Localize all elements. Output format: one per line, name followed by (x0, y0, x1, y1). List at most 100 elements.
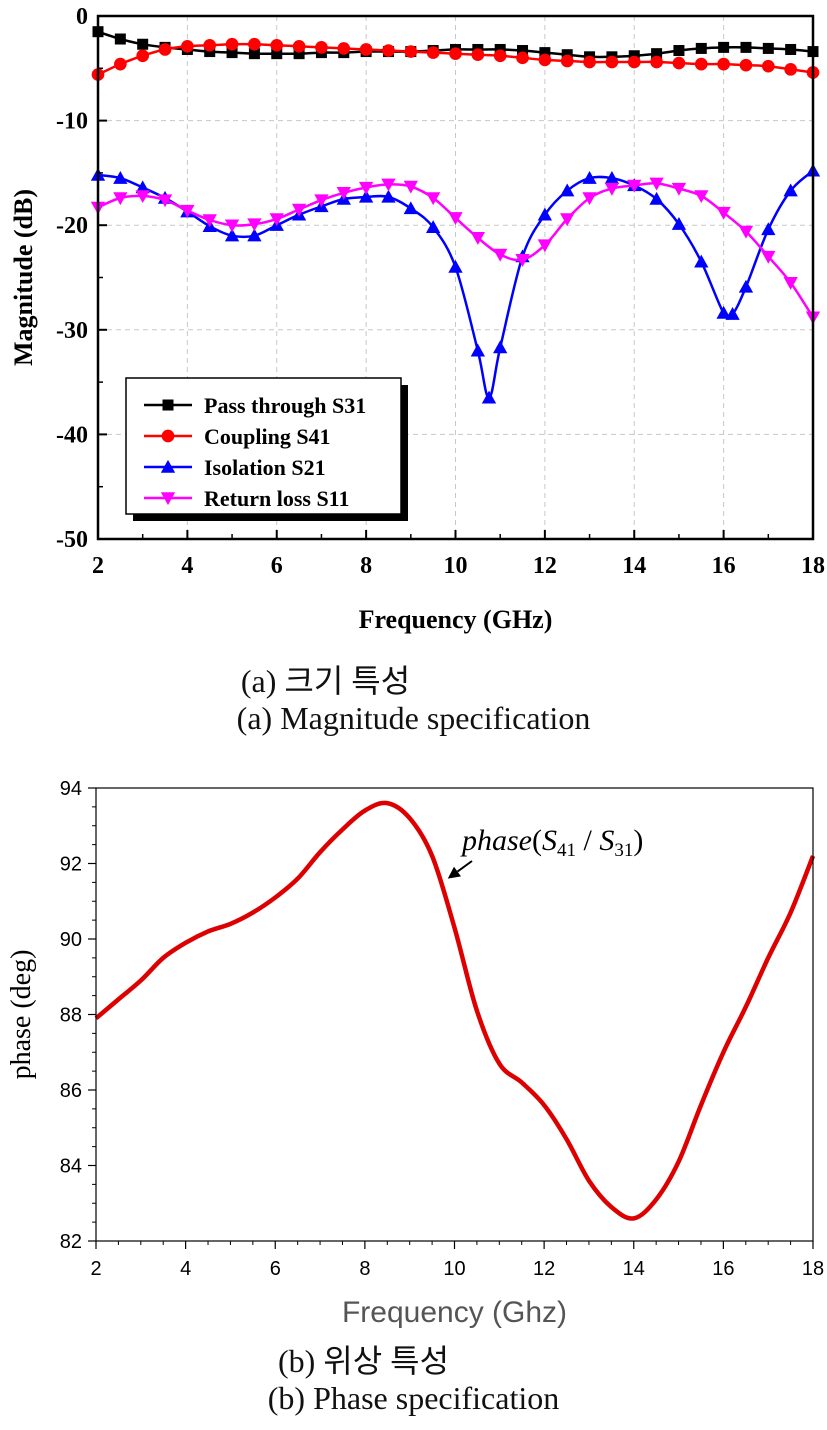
data-point (738, 279, 754, 293)
legend-label: Coupling S41 (204, 424, 331, 449)
caption-b-korean: (b) 위상 특성 (277, 1343, 450, 1379)
data-point (785, 43, 797, 55)
phase-series (94, 800, 816, 1221)
x-tick-label: 12 (533, 553, 557, 579)
data-point (694, 190, 709, 204)
data-point (582, 192, 597, 206)
data-point (136, 49, 150, 63)
magnitude-y-axis-label: Magnitude (dB) (9, 189, 38, 366)
annotation-num-sub: 41 (557, 840, 576, 861)
phase-y-axis-label: phase (deg) (6, 950, 37, 1080)
data-point (270, 38, 284, 52)
data-point (517, 45, 529, 57)
annotation-close-paren: ) (633, 824, 643, 857)
data-point (202, 214, 217, 228)
y-tick-label: -10 (56, 109, 88, 135)
y-tick-label: 84 (60, 1156, 82, 1178)
legend-entry: Isolation S21 (144, 455, 326, 480)
data-point (381, 178, 396, 192)
legend-label: Return loss S11 (204, 486, 349, 511)
data-point (358, 181, 374, 195)
data-point (695, 42, 707, 54)
caption-a-english: (a) Magnitude specification (236, 700, 591, 736)
annotation-open-paren: ( (532, 824, 542, 857)
data-point (448, 212, 463, 226)
data-point (314, 194, 329, 208)
data-point (315, 41, 328, 54)
data-point (583, 55, 596, 69)
data-point (247, 228, 262, 242)
x-tick-label: 16 (712, 553, 736, 579)
x-tick-label: 8 (360, 553, 372, 579)
x-tick-label: 4 (180, 1258, 191, 1280)
data-point (761, 250, 776, 264)
data-point (470, 232, 485, 245)
data-point (426, 192, 441, 206)
data-point (716, 206, 731, 220)
data-point (292, 40, 306, 53)
phase-ticks: 2 4 6 8 10 12 14 16 18 82 84 86 88 90 92 94 (60, 778, 824, 1280)
data-point (649, 191, 664, 205)
data-point (403, 180, 418, 194)
data-point (604, 170, 620, 184)
data-point (537, 239, 553, 253)
data-point (113, 170, 128, 184)
data-point (761, 222, 776, 236)
legend-marker (162, 399, 174, 411)
data-point (671, 217, 687, 230)
annotation-num: S (542, 824, 557, 857)
y-tick-label: -50 (56, 527, 88, 553)
data-point (114, 57, 127, 71)
data-point (158, 43, 172, 56)
data-point (604, 182, 620, 196)
annotation-den-sub: 31 (614, 840, 633, 861)
data-point (738, 225, 754, 239)
data-point (493, 340, 508, 354)
annotation-arrowhead (447, 866, 462, 879)
data-point (717, 57, 730, 71)
data-point (426, 220, 441, 234)
data-point (135, 190, 150, 204)
data-point (403, 201, 418, 215)
data-point (225, 37, 239, 51)
phase-series-line (94, 800, 816, 1221)
data-point (538, 53, 552, 67)
data-point (293, 48, 305, 60)
data-point (157, 194, 173, 208)
data-point (269, 213, 284, 227)
data-point (359, 43, 373, 56)
data-point (537, 207, 553, 221)
data-point (784, 63, 797, 76)
data-point (337, 42, 351, 55)
legend-marker (160, 459, 176, 473)
data-point (358, 189, 374, 203)
magnitude-series (90, 26, 821, 404)
data-point (671, 182, 687, 196)
caption-a-korean: (a) 크기 특성 (240, 663, 411, 699)
data-point (762, 42, 774, 54)
data-point (694, 254, 709, 268)
phase-annotation-label: phase(S41 / S31) (460, 824, 643, 861)
annotation-fn: phase (460, 824, 532, 857)
data-point (113, 192, 128, 206)
annotation-arrow (456, 860, 473, 873)
y-tick-label: 92 (60, 854, 82, 876)
data-point (539, 47, 551, 59)
y-tick-label: -30 (56, 318, 88, 344)
data-point (605, 55, 619, 69)
y-tick-label: 86 (60, 1080, 82, 1102)
data-point (560, 54, 574, 68)
data-point (560, 183, 575, 197)
data-point (226, 47, 238, 59)
data-point (449, 47, 462, 60)
phase-annotation: phase(S41 / S31) (447, 824, 643, 879)
magnitude-legend: Pass through S31 Coupling S41 Isolation S2… (125, 377, 408, 521)
x-tick-label: 10 (444, 553, 468, 579)
x-tick-label: 6 (270, 1258, 281, 1280)
phase-plot-frame (95, 787, 814, 1242)
x-tick-label: 18 (801, 553, 825, 579)
data-point (560, 213, 575, 227)
data-point (181, 40, 194, 53)
data-point (761, 59, 775, 73)
data-point (180, 204, 195, 218)
